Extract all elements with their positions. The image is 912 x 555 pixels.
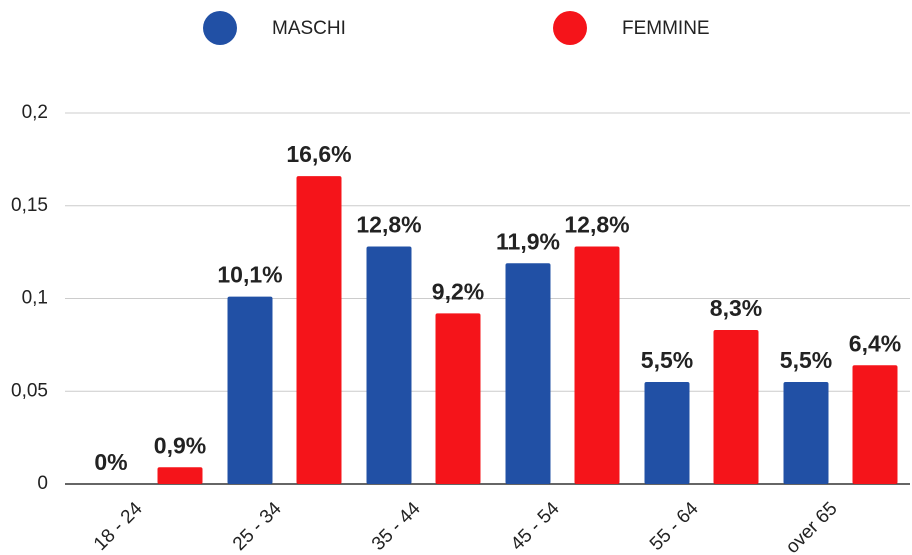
bar — [227, 296, 273, 484]
data-label: 16,6% — [286, 141, 351, 167]
x-tick-label: 55 - 64 — [646, 498, 703, 555]
legend-label: FEMMINE — [622, 18, 710, 39]
legend-swatch — [553, 11, 587, 45]
x-tick-label: over 65 — [782, 498, 842, 555]
bar — [783, 381, 829, 484]
x-tick-label: 45 - 54 — [507, 498, 564, 555]
data-label: 12,8% — [564, 212, 629, 238]
y-tick-label: 0,15 — [11, 195, 48, 216]
data-label: 0,9% — [154, 432, 206, 458]
bar — [435, 313, 481, 484]
legend-label: MASCHI — [272, 18, 346, 39]
bar — [713, 330, 759, 484]
bar — [157, 467, 203, 484]
bar — [505, 263, 551, 484]
data-label: 11,9% — [496, 228, 560, 254]
x-tick-label: 35 - 44 — [368, 498, 425, 555]
y-tick-label: 0,05 — [11, 380, 48, 401]
data-label: 5,5% — [780, 347, 832, 373]
x-tick-label: 18 - 24 — [90, 498, 147, 555]
bar — [852, 365, 898, 484]
x-tick-label: 25 - 34 — [229, 498, 286, 555]
bar — [574, 246, 620, 484]
y-tick-label: 0,2 — [22, 102, 48, 123]
y-tick-label: 0 — [37, 473, 48, 494]
y-tick-label: 0,1 — [22, 288, 48, 309]
bar — [366, 246, 412, 484]
data-label: 6,4% — [849, 330, 901, 356]
data-label: 8,3% — [710, 295, 762, 321]
bar — [296, 176, 342, 484]
data-label: 10,1% — [217, 262, 282, 288]
data-label: 12,8% — [356, 212, 421, 238]
legend-swatch — [203, 11, 237, 45]
data-label: 0% — [94, 449, 127, 475]
data-label: 5,5% — [641, 347, 693, 373]
data-label: 9,2% — [432, 278, 484, 304]
bar — [644, 381, 690, 484]
